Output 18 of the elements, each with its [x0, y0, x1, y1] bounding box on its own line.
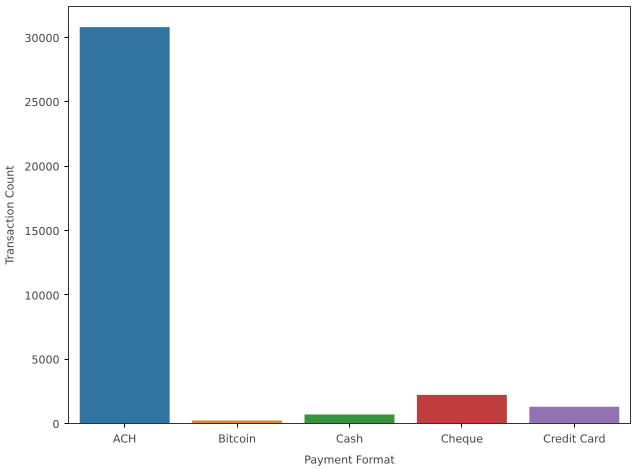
- x-tick-label: Bitcoin: [218, 432, 256, 446]
- bar: [304, 414, 394, 424]
- y-axis-title: Transaction Count: [4, 164, 17, 266]
- y-tick-label: 10000: [24, 289, 60, 302]
- y-tick-label: 30000: [24, 32, 60, 45]
- x-tick-label: Cheque: [440, 432, 484, 446]
- y-tick-label: 15000: [24, 224, 60, 238]
- x-tick-label: ACH: [113, 432, 136, 446]
- y-tick-label: 0: [52, 418, 60, 431]
- bar: [529, 406, 620, 424]
- x-tick-label: Credit Card: [543, 432, 606, 446]
- x-tick-label: Cash: [336, 432, 364, 446]
- y-tick-label: 20000: [24, 160, 60, 174]
- y-tick-label: 25000: [24, 96, 60, 110]
- bar: [80, 27, 170, 424]
- bar: [416, 394, 507, 424]
- y-tick-label: 5000: [32, 354, 60, 367]
- x-axis-title: Payment Format: [304, 454, 396, 466]
